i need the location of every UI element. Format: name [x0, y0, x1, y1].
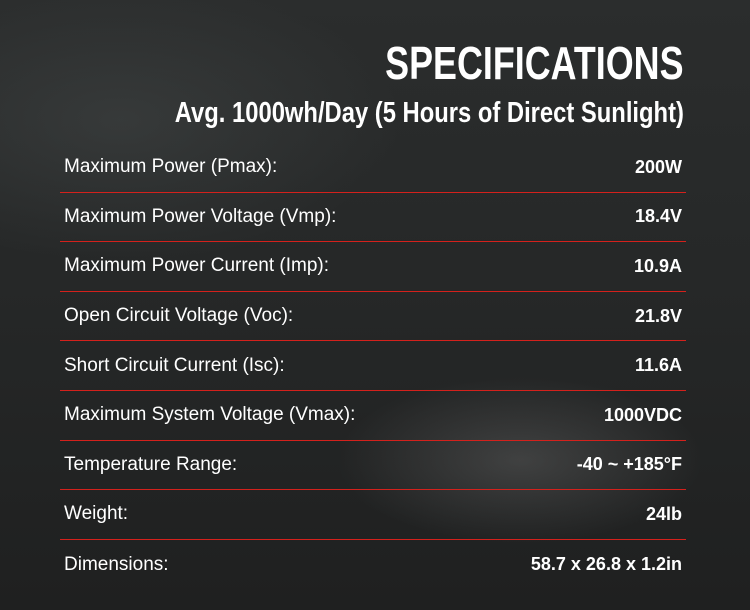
spec-value: 200W [634, 156, 682, 177]
page-title: SPECIFICATIONS [385, 37, 684, 89]
spec-label: Weight: [64, 503, 129, 525]
spec-row-isc: Short Circuit Current (Isc): 11.6A [60, 341, 686, 391]
spec-label: Temperature Range: [64, 453, 238, 475]
spec-row-imp: Maximum Power Current (Imp): 10.9A [60, 242, 686, 292]
spec-value: 1000VDC [603, 404, 682, 425]
spec-row-temperature: Temperature Range: -40 ~ +185°F [60, 441, 686, 491]
spec-row-vmp: Maximum Power Voltage (Vmp): 18.4V [60, 193, 686, 243]
spec-value: 21.8V [634, 305, 682, 326]
spec-value: 58.7 x 26.8 x 1.2in [530, 554, 682, 575]
spec-row-dimensions: Dimensions: 58.7 x 26.8 x 1.2in [60, 540, 686, 590]
spec-label: Maximum Power Voltage (Vmp): [64, 205, 337, 227]
spec-table: Maximum Power (Pmax): 200W Maximum Power … [60, 143, 686, 589]
spec-label: Open Circuit Voltage (Voc): [64, 305, 294, 327]
spec-label: Maximum System Voltage (Vmax): [64, 404, 356, 426]
spec-value: 24lb [645, 503, 682, 524]
spec-value: -40 ~ +185°F [576, 454, 682, 475]
spec-value: 18.4V [634, 206, 682, 227]
spec-row-voc: Open Circuit Voltage (Voc): 21.8V [60, 292, 686, 342]
spec-value: 11.6A [634, 355, 682, 376]
spec-label: Maximum Power Current (Imp): [64, 255, 329, 277]
spec-row-vmax: Maximum System Voltage (Vmax): 1000VDC [60, 391, 686, 441]
spec-row-weight: Weight: 24lb [60, 490, 686, 540]
page-subtitle: Avg. 1000wh/Day (5 Hours of Direct Sunli… [174, 97, 684, 129]
spec-label: Short Circuit Current (Isc): [64, 354, 285, 376]
spec-label: Maximum Power (Pmax): [64, 156, 278, 178]
spec-row-pmax: Maximum Power (Pmax): 200W [60, 143, 686, 193]
spec-label: Dimensions: [64, 553, 169, 575]
spec-value: 10.9A [633, 255, 682, 276]
